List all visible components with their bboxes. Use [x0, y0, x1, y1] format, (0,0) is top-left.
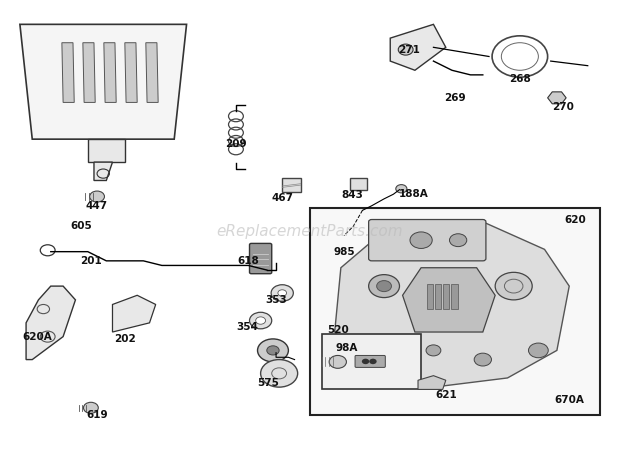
FancyBboxPatch shape — [369, 219, 486, 261]
Polygon shape — [88, 139, 125, 162]
Circle shape — [329, 316, 337, 321]
Circle shape — [377, 280, 391, 292]
Circle shape — [495, 272, 532, 300]
Text: 620: 620 — [565, 214, 587, 225]
Text: eReplacementParts.com: eReplacementParts.com — [216, 224, 404, 238]
Polygon shape — [83, 43, 95, 103]
Polygon shape — [418, 376, 446, 389]
Text: 202: 202 — [114, 334, 136, 344]
Text: 985: 985 — [333, 247, 355, 257]
Text: 618: 618 — [237, 256, 259, 266]
Circle shape — [84, 402, 99, 413]
FancyBboxPatch shape — [334, 251, 361, 264]
Text: 188A: 188A — [399, 189, 428, 199]
Text: 270: 270 — [552, 102, 574, 112]
FancyBboxPatch shape — [249, 243, 272, 274]
Text: 354: 354 — [236, 322, 258, 333]
Circle shape — [398, 44, 413, 55]
Text: 447: 447 — [86, 201, 108, 211]
Text: 98A: 98A — [336, 343, 358, 353]
FancyBboxPatch shape — [355, 355, 385, 367]
Text: 621: 621 — [435, 390, 457, 400]
Text: 268: 268 — [509, 74, 531, 85]
Text: 467: 467 — [272, 193, 294, 203]
Polygon shape — [146, 43, 158, 103]
FancyBboxPatch shape — [282, 178, 301, 192]
Circle shape — [260, 359, 298, 387]
Bar — [427, 284, 433, 309]
Circle shape — [267, 346, 279, 355]
Circle shape — [474, 353, 492, 366]
Text: 575: 575 — [257, 378, 279, 389]
Polygon shape — [402, 268, 495, 332]
Text: 269: 269 — [445, 93, 466, 103]
Circle shape — [90, 191, 104, 202]
Circle shape — [426, 345, 441, 356]
Circle shape — [255, 317, 265, 324]
Circle shape — [528, 343, 548, 358]
Circle shape — [271, 285, 293, 301]
Circle shape — [340, 254, 348, 259]
Text: 619: 619 — [86, 410, 108, 419]
Bar — [322, 334, 421, 389]
Circle shape — [329, 355, 347, 368]
FancyBboxPatch shape — [321, 313, 348, 326]
Polygon shape — [20, 24, 187, 139]
Circle shape — [410, 232, 432, 249]
Polygon shape — [26, 286, 76, 359]
Polygon shape — [112, 295, 156, 332]
Text: 843: 843 — [341, 190, 363, 200]
Text: 620A: 620A — [22, 332, 52, 341]
Circle shape — [348, 254, 355, 259]
FancyBboxPatch shape — [350, 178, 368, 190]
Polygon shape — [335, 222, 569, 387]
Text: 605: 605 — [71, 221, 92, 231]
Text: 271: 271 — [398, 45, 420, 55]
Text: 209: 209 — [225, 139, 247, 149]
Text: 201: 201 — [80, 256, 102, 266]
Circle shape — [278, 290, 286, 296]
Bar — [451, 284, 458, 309]
Circle shape — [369, 274, 399, 298]
Polygon shape — [547, 92, 566, 104]
Circle shape — [337, 316, 344, 321]
Circle shape — [396, 185, 407, 193]
Circle shape — [249, 312, 272, 329]
Polygon shape — [94, 162, 112, 181]
Circle shape — [370, 359, 377, 364]
Circle shape — [450, 234, 467, 247]
Text: 670A: 670A — [554, 395, 584, 405]
Polygon shape — [62, 43, 74, 103]
Text: 353: 353 — [265, 295, 287, 305]
Polygon shape — [125, 43, 137, 103]
Bar — [435, 284, 441, 309]
Bar — [443, 284, 449, 309]
Bar — [310, 208, 600, 415]
Polygon shape — [104, 43, 116, 103]
Circle shape — [257, 339, 288, 362]
Polygon shape — [390, 24, 446, 70]
Circle shape — [362, 359, 370, 364]
Text: 520: 520 — [327, 325, 348, 335]
